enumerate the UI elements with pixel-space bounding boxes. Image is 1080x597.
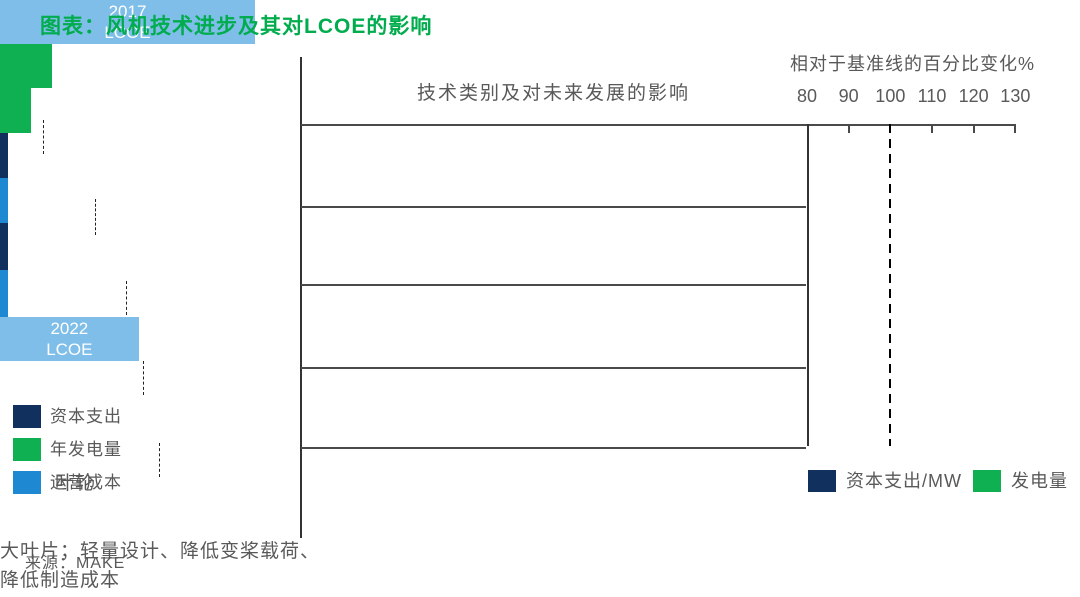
axis-tick-label: 90 bbox=[838, 86, 859, 106]
waterfall-connector bbox=[126, 281, 128, 315]
waterfall-connector bbox=[142, 361, 144, 395]
waterfall-connector bbox=[159, 443, 161, 477]
table-row-border bbox=[301, 367, 806, 369]
waterfall-connector bbox=[95, 199, 97, 235]
axis-tick-label: 110 bbox=[917, 86, 947, 106]
waterfall-bar-2022-lcoe-label: 2022 LCOE bbox=[46, 319, 93, 359]
waterfall-bar-2022-lcoe: 2022 LCOE bbox=[0, 317, 139, 361]
axis-tick-label: 130 bbox=[1000, 86, 1031, 106]
figure-title: 图表：风机技术进步及其对LCOE的影响 bbox=[40, 15, 433, 38]
axis-line bbox=[301, 124, 1016, 126]
waterfall-step-3-capex bbox=[0, 223, 9, 270]
row-label: 叶轮 bbox=[0, 443, 150, 525]
legend-swatch-capex_navy bbox=[13, 405, 41, 428]
row-desc-line: 降低制造成本 bbox=[0, 570, 121, 591]
chart-legend-label: 资本支出/MW bbox=[846, 471, 962, 491]
chart-legend-swatch-generation_green bbox=[973, 470, 1001, 492]
row-desc: 大叶片；轻量设计、降低变桨载荷、 降低制造成本 bbox=[0, 525, 350, 597]
axis-tick-label: 80 bbox=[796, 86, 818, 106]
legend-label: 年发电量 bbox=[50, 440, 122, 459]
axis-title: 相对于基准线的百分比变化% bbox=[789, 54, 1035, 74]
waterfall-step-3-opex bbox=[0, 270, 9, 317]
axis-tick-mark bbox=[931, 124, 933, 133]
waterfall-step-2-opex bbox=[0, 178, 9, 223]
chart-legend-label: 发电量 bbox=[1011, 471, 1068, 491]
divider-line bbox=[300, 57, 302, 538]
waterfall-step-1 bbox=[0, 88, 32, 133]
table-row-border bbox=[301, 206, 806, 208]
legend-swatch-opex_blue bbox=[13, 471, 41, 494]
waterfall-connector bbox=[43, 120, 44, 154]
table-row-border bbox=[301, 447, 806, 449]
table-row-border bbox=[301, 284, 806, 286]
waterfall-step-0 bbox=[0, 44, 53, 88]
row-label-line: 叶轮 bbox=[54, 473, 95, 494]
waterfall-bar-2017-lcoe-label: 2017 LCOE bbox=[104, 2, 151, 42]
chart-baseline-axis bbox=[807, 124, 809, 446]
axis-tick-mark bbox=[1014, 124, 1017, 133]
reference-line-100 bbox=[889, 124, 892, 446]
waterfall-step-2-capex bbox=[0, 133, 9, 178]
axis-tick-label: 120 bbox=[958, 86, 989, 106]
table-row bbox=[0, 361, 505, 443]
axis-tick-mark bbox=[972, 124, 975, 133]
source-text: 来源：MAKE bbox=[25, 555, 126, 572]
axis-tick-label: 100 bbox=[875, 86, 906, 106]
legend-label: 资本支出 bbox=[50, 407, 122, 426]
chart-legend-swatch-capex_navy bbox=[808, 470, 836, 492]
waterfall-bar-2017-lcoe: 2017 LCOE bbox=[0, 0, 255, 44]
legend-swatch-generation_green bbox=[13, 438, 41, 461]
legend-label: 运营成本 bbox=[50, 473, 122, 492]
axis-tick-mark bbox=[847, 124, 850, 133]
table-header: 技术类别及对未来发展的影响 bbox=[416, 83, 690, 104]
row-desc-line: 大叶片；轻量设计、降低变桨载荷、 bbox=[0, 541, 321, 562]
